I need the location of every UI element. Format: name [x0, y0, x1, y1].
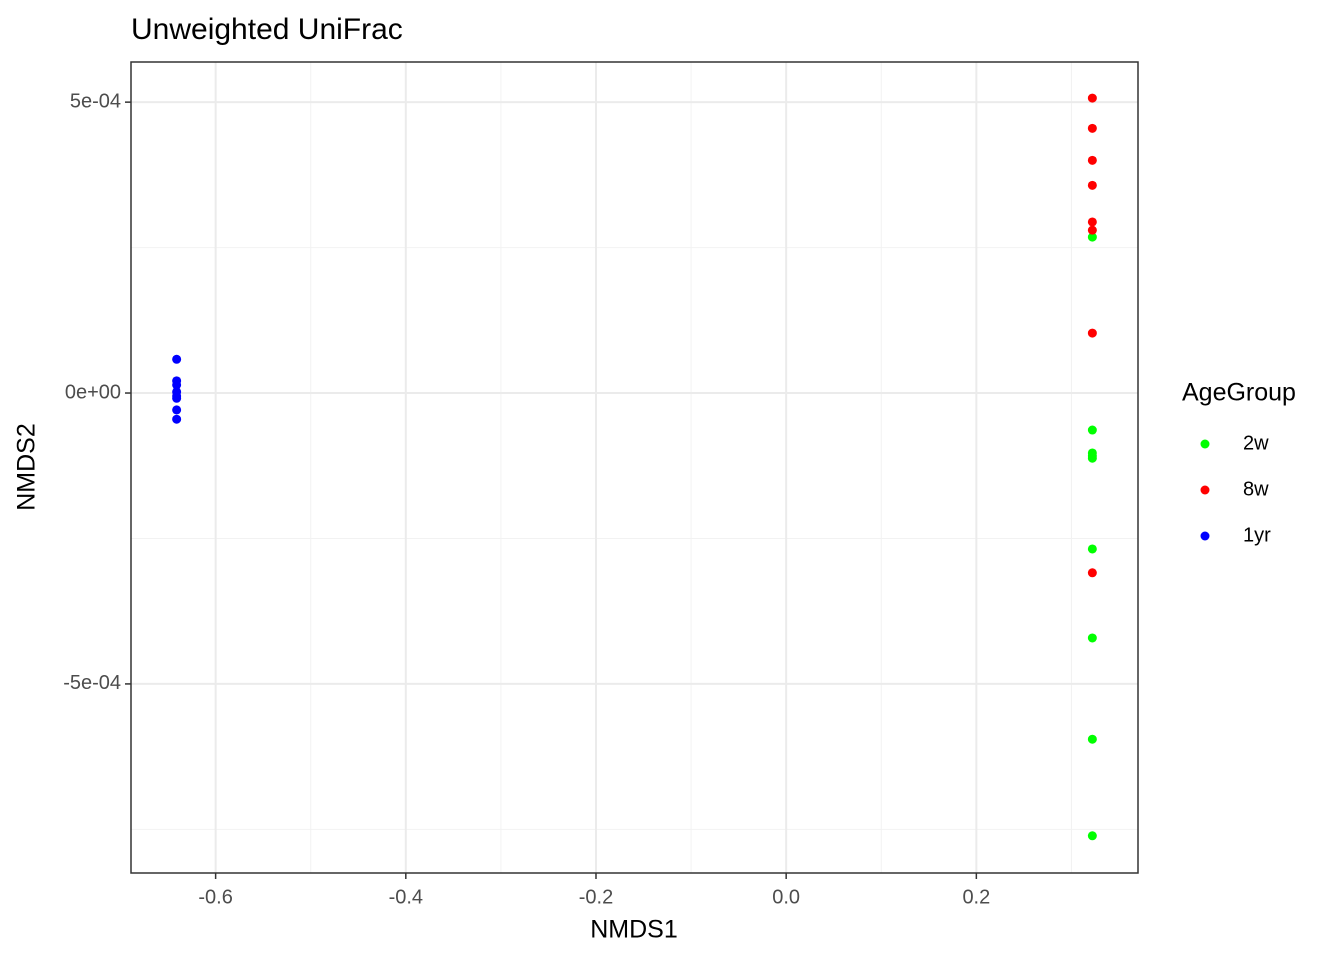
y-tick-label: 0e+00 [65, 381, 121, 403]
point [1087, 328, 1097, 338]
x-axis-label: NMDS1 [590, 916, 678, 944]
point [1087, 155, 1097, 165]
x-tick-label: -0.4 [389, 886, 423, 908]
point [1087, 93, 1097, 103]
point [172, 354, 182, 364]
x-tick-label: -0.6 [198, 886, 232, 908]
point [1087, 425, 1097, 435]
point [1087, 544, 1097, 554]
point [1087, 123, 1097, 133]
point [1087, 831, 1097, 841]
point [1087, 225, 1097, 235]
point [172, 414, 182, 424]
legend-marker [1200, 439, 1210, 449]
legend-marker [1200, 531, 1210, 541]
legend-label: 1yr [1243, 524, 1271, 546]
point [1087, 232, 1097, 242]
legend-label: 8w [1243, 478, 1269, 500]
legend-title: AgeGroup [1182, 379, 1296, 407]
point [1087, 217, 1097, 227]
point [172, 393, 182, 403]
point [1087, 180, 1097, 190]
legend-marker [1200, 485, 1210, 495]
point [1087, 453, 1097, 463]
point [172, 405, 182, 415]
point [1087, 734, 1097, 744]
point [1087, 633, 1097, 643]
x-tick-label: 0.2 [962, 886, 990, 908]
y-tick-label: -5e-04 [63, 672, 121, 694]
plot-border [130, 61, 1139, 874]
point [172, 380, 182, 390]
x-tick-label: 0.0 [772, 886, 800, 908]
point [1087, 568, 1097, 578]
x-tick-label: -0.2 [579, 886, 613, 908]
chart-title: Unweighted UniFrac [131, 13, 403, 46]
y-tick-label: 5e-04 [70, 90, 121, 112]
y-axis-label: NMDS2 [13, 423, 41, 511]
legend-label: 2w [1243, 432, 1269, 454]
